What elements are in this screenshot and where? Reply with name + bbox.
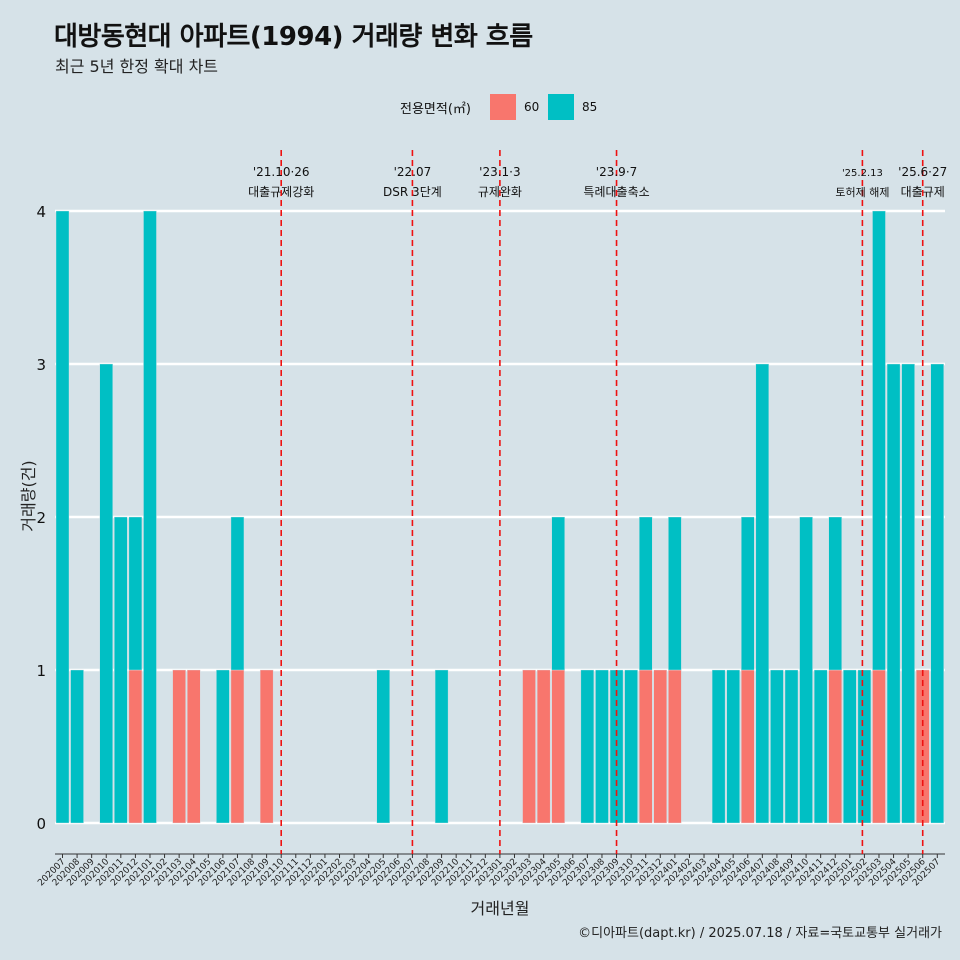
bar-202503-60 [872, 669, 886, 824]
bar-202305-85 [551, 516, 565, 671]
legend-label-85: 85 [582, 100, 598, 114]
bar-202312-60 [653, 669, 667, 824]
bar-202501-85 [843, 669, 857, 824]
bar-202406-85 [741, 516, 755, 671]
event-date-4: '25.2.13 [842, 168, 883, 179]
event-date-2: '23.1·3 [479, 165, 520, 179]
bar-202303-60 [522, 669, 536, 824]
bar-202406-60 [741, 669, 755, 824]
bar-202308-85 [595, 669, 609, 824]
y-axis-title: 거래량(건) [19, 460, 38, 531]
bar-202010-85 [99, 363, 113, 824]
bar-202104-60 [187, 669, 201, 824]
bar-202304-60 [536, 669, 551, 824]
event-date-3: '23.9·7 [596, 165, 637, 179]
event-date-5: '25.6·27 [898, 165, 947, 179]
y-tick-label-4: 4 [36, 203, 46, 221]
source-caption: ©디아파트(dapt.kr) / 2025.07.18 / 자료=국토교통부 실… [578, 926, 942, 941]
event-label-3: 특례대출축소 [583, 185, 649, 199]
bar-202106-85 [216, 669, 230, 824]
bar-202503-85 [872, 210, 886, 671]
bar-202502-85 [857, 669, 872, 824]
chart-subtitle: 최근 5년 한정 확대 차트 [55, 57, 219, 76]
legend: 전용면적(㎡) 60 85 [0, 92, 960, 122]
bar-202205-85 [376, 669, 390, 824]
bar-202411-85 [813, 669, 828, 824]
legend-label-60: 60 [524, 100, 540, 114]
event-label-1: DSR 3단계 [383, 185, 442, 199]
bar-202405-85 [726, 669, 740, 824]
bar-202011-85 [114, 516, 128, 824]
bar-202107-85 [230, 516, 245, 671]
bar-202311-85 [639, 516, 653, 671]
bar-202504-85 [886, 363, 901, 824]
bar-202310-85 [624, 669, 638, 824]
bar-202407-85 [755, 363, 770, 824]
bar-202007-85 [55, 210, 70, 824]
y-tick-label-3: 3 [36, 356, 46, 374]
chart-title: 대방동현대 아파트(1994) 거래량 변화 흐름 [54, 22, 533, 52]
bar-202409-85 [784, 669, 799, 824]
bar-202311-60 [639, 669, 653, 824]
event-label-4: 토허제 해제 [835, 185, 889, 199]
bar-202412-85 [828, 516, 842, 671]
legend-key-60 [490, 94, 516, 120]
x-axis-title: 거래년월 [471, 899, 530, 918]
bar-202401-85 [668, 516, 682, 671]
bar-202012-85 [128, 516, 143, 671]
bar-202410-85 [799, 516, 813, 824]
bar-202103-60 [172, 669, 186, 824]
bar-202307-85 [580, 669, 595, 824]
legend-title: 전용면적(㎡) [400, 102, 471, 117]
bar-202408-85 [770, 669, 784, 824]
bar-202505-85 [901, 363, 915, 824]
bar-202012-60 [128, 669, 143, 824]
bar-202109-60 [259, 669, 274, 824]
y-tick-label-1: 1 [36, 662, 46, 680]
event-label-2: 규제완화 [478, 185, 522, 199]
event-date-1: '22.07 [394, 165, 432, 179]
bar-202404-85 [711, 669, 726, 824]
bar-202101-85 [143, 210, 157, 824]
event-label-0: 대출규제강화 [248, 185, 314, 199]
bar-202107-60 [230, 669, 245, 824]
bar-202401-60 [668, 669, 682, 824]
bar-202305-60 [551, 669, 565, 824]
bar-202008-85 [70, 669, 84, 824]
y-tick-label-2: 2 [36, 509, 46, 527]
event-date-0: '21.10·26 [253, 165, 310, 179]
bar-202507-85 [930, 363, 944, 824]
legend-key-85 [548, 94, 574, 120]
y-tick-label-0: 0 [36, 815, 46, 833]
bar-202412-60 [828, 669, 842, 824]
event-label-5: 대출규제 [901, 185, 945, 199]
bar-202209-85 [434, 669, 449, 824]
